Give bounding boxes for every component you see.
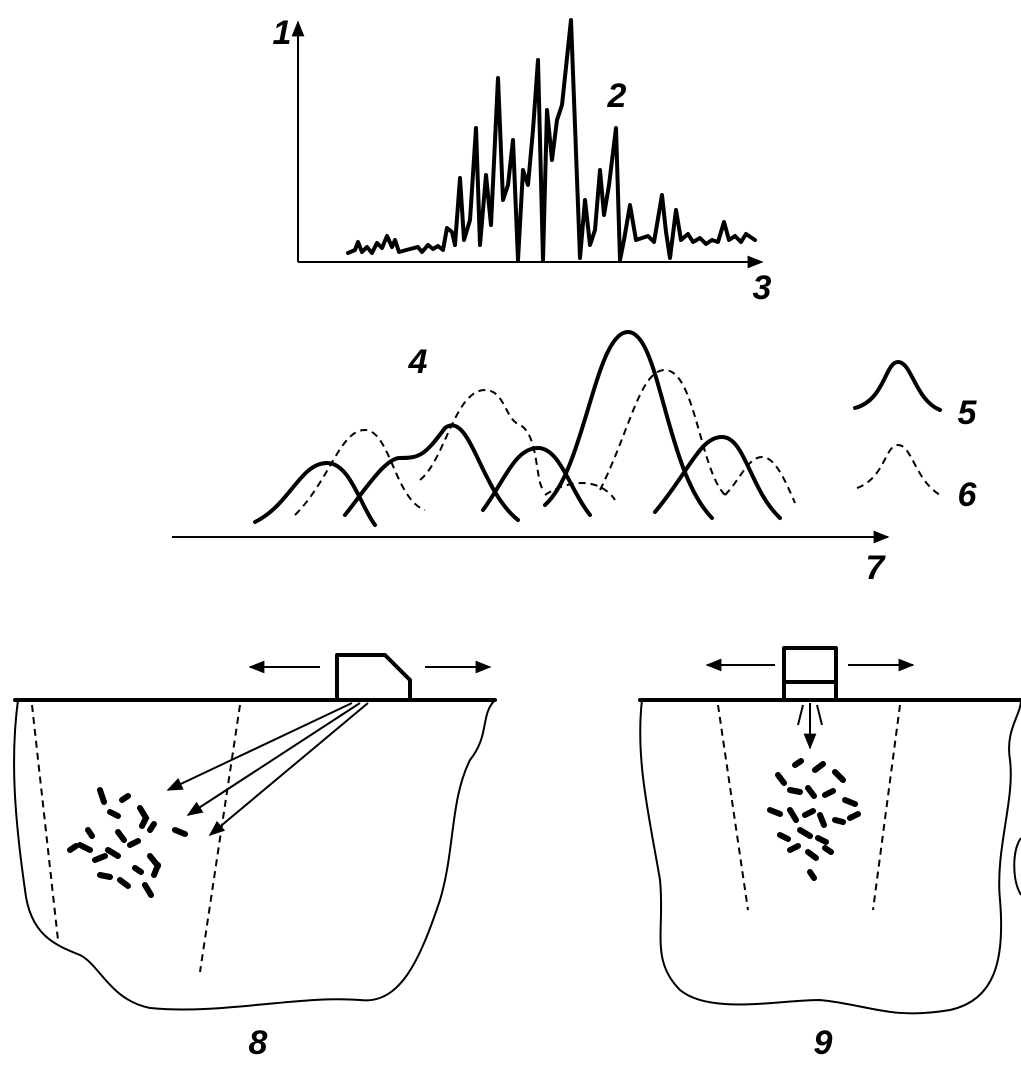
beam-edge	[873, 705, 900, 910]
legend-solid	[855, 362, 940, 410]
solid-curve	[545, 332, 712, 518]
signal-line	[348, 20, 755, 260]
legend-dashed	[857, 445, 940, 495]
dashed-curve	[420, 390, 545, 490]
label: 8	[249, 1024, 268, 1062]
dashed-curve	[600, 370, 725, 495]
ray	[817, 705, 822, 725]
dashed-curve	[725, 457, 795, 503]
label: 3	[753, 269, 772, 307]
beam-edge	[718, 705, 748, 910]
solid-curve	[255, 463, 375, 525]
label: 6	[958, 476, 978, 514]
method-b: 9	[640, 648, 1021, 1062]
body-outline	[640, 700, 1021, 1013]
defects	[770, 761, 858, 878]
signal-plot: 1 2 3	[273, 14, 772, 307]
beam-edge	[200, 705, 240, 972]
label: 5	[958, 394, 978, 432]
label: 2	[607, 77, 627, 115]
probe	[784, 648, 836, 700]
body-edge	[1014, 838, 1021, 895]
solid-curve	[345, 425, 518, 520]
label: 1	[273, 14, 292, 52]
label: 4	[408, 343, 428, 381]
label: 9	[814, 1024, 833, 1062]
body-outline	[14, 700, 495, 1010]
ray	[188, 703, 360, 815]
method-a: 8	[14, 655, 495, 1062]
curve-plot: 4 7 5 6	[172, 332, 978, 587]
probe	[337, 655, 410, 700]
label: 7	[866, 549, 887, 587]
diagram: 1 2 3 4 7 5 6 8	[0, 0, 1021, 1073]
ray	[168, 703, 352, 790]
solid-curve	[655, 437, 780, 518]
ray	[798, 705, 803, 725]
beam-edge	[32, 705, 58, 940]
ray	[210, 703, 368, 835]
defects	[70, 790, 185, 895]
